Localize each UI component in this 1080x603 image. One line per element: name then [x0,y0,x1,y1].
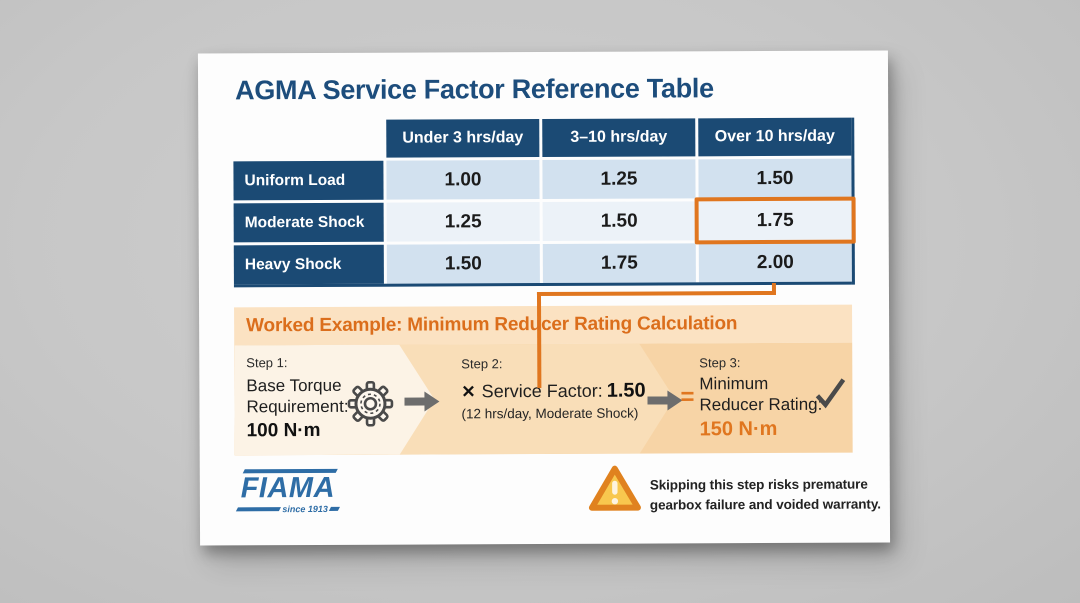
logo-top-bar [242,468,338,474]
step2-note: (12 hrs/day, Moderate Shock) [461,405,639,422]
multiply-icon: ✕ [461,382,476,402]
worked-example-section: Worked Example: Minimum Reducer Rating C… [234,304,853,456]
row-label-heavy-shock: Heavy Shock [233,244,384,285]
table-cell: 2.00 [698,242,852,283]
worked-example-header: Worked Example: Minimum Reducer Rating C… [234,304,853,346]
warning-line: Skipping this step risks premature [649,476,868,493]
fiama-logo: FIAMA since 1913 [235,468,340,515]
step2-text: Service Factor: [481,380,603,402]
step2-equation: ✕ Service Factor: 1.50 [461,380,645,404]
table-cell: 1.50 [542,201,696,242]
column-header-under-3: Under 3 hrs/day [386,119,540,158]
column-header-over-10: Over 10 hrs/day [698,117,852,157]
step2-label: Step 2: [461,356,503,372]
warning-line: gearbox failure and voided warranty. [649,496,881,513]
step1-label: Step 1: [246,355,288,371]
step3-value: 150 N·m [699,417,778,441]
service-factor-table: Under 3 hrs/day 3–10 hrs/day Over 10 hrs… [233,117,855,288]
gear-icon [347,380,394,432]
step2-value: 1.50 [606,379,646,402]
table-cell-highlighted: 1.75 [698,200,852,241]
step3-text: Reducer Rating: [699,394,823,415]
step1-text: Base Torque [246,375,342,396]
table-corner-spacer [233,120,383,159]
arrow-right-icon [404,390,440,417]
step1-text: Requirement: [246,396,349,417]
step3-text: Minimum [699,374,769,394]
warning-triangle-icon [588,464,642,519]
page-title: AGMA Service Factor Reference Table [235,73,714,106]
table-cell: 1.25 [542,159,696,200]
logo-bottom-bar: since 1913 [235,503,340,515]
logo-wordmark: FIAMA [240,471,336,505]
checkmark-icon [814,377,846,414]
row-label-moderate-shock: Moderate Shock [233,202,384,243]
table-cell: 1.00 [386,160,540,200]
connector-line [536,292,542,389]
worked-example-title: Worked Example: Minimum Reducer Rating C… [246,313,738,337]
step3-label: Step 3: [699,355,741,371]
warning-text: Skipping this step risks premature gearb… [650,475,881,516]
reference-card: AGMA Service Factor Reference Table Unde… [197,50,891,546]
column-header-3-10: 3–10 hrs/day [542,118,696,158]
table-cell: 1.50 [698,158,852,199]
equals-icon: = [680,383,695,411]
table-cell: 1.50 [386,244,540,284]
row-label-uniform-load: Uniform Load [233,160,384,201]
table-cell: 1.25 [386,202,540,242]
worked-example-steps: Step 1: Base Torque Requirement: 100 N·m [234,342,853,456]
logo-tagline: since 1913 [282,503,328,515]
table-cell: 1.75 [542,243,696,284]
connector-line [536,290,776,297]
step1-value: 100 N·m [246,419,321,442]
arrow-right-icon [647,389,683,416]
